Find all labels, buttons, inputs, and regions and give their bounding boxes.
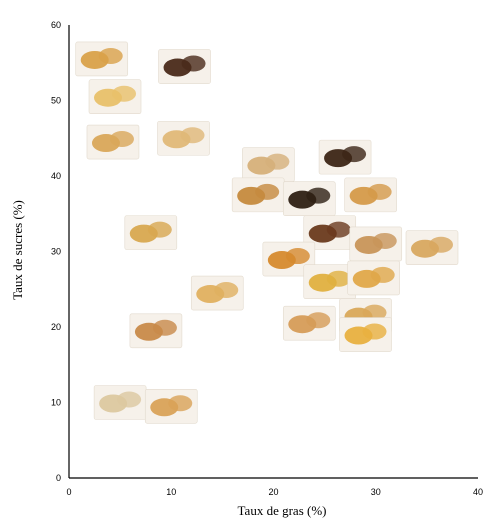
biscuit-shape <box>168 395 193 412</box>
y-tick-label: 10 <box>51 398 61 408</box>
x-tick-labels: 0 10 20 30 40 <box>66 487 483 497</box>
biscuit-shape <box>152 319 177 336</box>
axes <box>68 25 478 479</box>
data-point-wafer <box>129 313 183 349</box>
biscuit-shape <box>362 304 387 321</box>
data-point-choc-cake <box>158 49 211 84</box>
data-point-cookie <box>242 147 295 182</box>
data-point-gaufre <box>262 241 316 277</box>
data-point-sponge-finger <box>88 79 142 115</box>
data-point-butter-round <box>144 388 198 424</box>
biscuit-shape <box>326 270 351 287</box>
data-point-finger <box>124 215 178 250</box>
data-point-shortbread <box>405 230 459 266</box>
biscuit-shape <box>370 266 395 283</box>
data-point-choc-chip <box>349 226 403 262</box>
data-point-ring-biscuit <box>339 317 392 352</box>
y-axis-title: Taux de sucres (%) <box>10 200 25 300</box>
x-tick-label: 20 <box>268 487 278 497</box>
y-tick-label: 60 <box>51 20 61 30</box>
data-points <box>75 41 459 424</box>
data-point-brownie <box>303 215 357 250</box>
biscuit-shape <box>372 232 397 249</box>
y-tick-label: 50 <box>51 96 61 106</box>
x-tick-label: 40 <box>473 487 483 497</box>
data-point-biscuit <box>86 124 140 160</box>
biscuit-shape <box>362 323 387 340</box>
biscuit-shape <box>265 153 290 170</box>
y-tick-label: 20 <box>51 322 61 332</box>
biscuit-shape <box>326 221 351 238</box>
biscuit-shape <box>180 127 205 144</box>
data-point-cracker <box>190 275 244 311</box>
x-tick-label: 30 <box>371 487 381 497</box>
biscuit-shape <box>147 221 172 238</box>
biscuit-shape <box>306 312 331 329</box>
y-tick-label: 40 <box>51 171 61 181</box>
data-point-choc-biscuit <box>282 181 336 216</box>
biscuit-shape <box>255 183 280 200</box>
data-point-boudoir <box>157 120 210 156</box>
biscuit-shape <box>181 55 206 72</box>
biscuit-shape <box>306 187 331 204</box>
biscuit-shape <box>98 47 123 64</box>
biscuit-shape <box>214 282 239 299</box>
data-point-choc-bar <box>318 139 372 175</box>
biscuit-shape <box>112 85 137 102</box>
data-point-madeleine <box>75 41 129 77</box>
biscuit-shape <box>367 183 392 200</box>
data-point-butter-biscuit <box>303 264 357 300</box>
biscuit-shape <box>117 391 142 408</box>
x-axis-title: Taux de gras (%) <box>238 503 327 518</box>
biscuit-shape <box>342 146 367 163</box>
biscuit-shape <box>428 236 453 253</box>
y-tick-labels: 0 10 20 30 40 50 60 <box>51 20 61 483</box>
data-point-biscuit-stick <box>344 177 397 213</box>
data-point-wafer-stick <box>231 177 285 213</box>
biscuit-shape <box>285 248 310 265</box>
data-point-round-biscuit <box>282 305 336 341</box>
data-point-galette <box>347 260 401 296</box>
y-tick-label: 30 <box>51 247 61 257</box>
x-tick-label: 0 <box>66 487 71 497</box>
x-tick-label: 10 <box>166 487 176 497</box>
y-tick-label: 0 <box>56 473 61 483</box>
biscuit-shape <box>109 131 134 148</box>
data-point-plain-cracker <box>93 385 147 420</box>
